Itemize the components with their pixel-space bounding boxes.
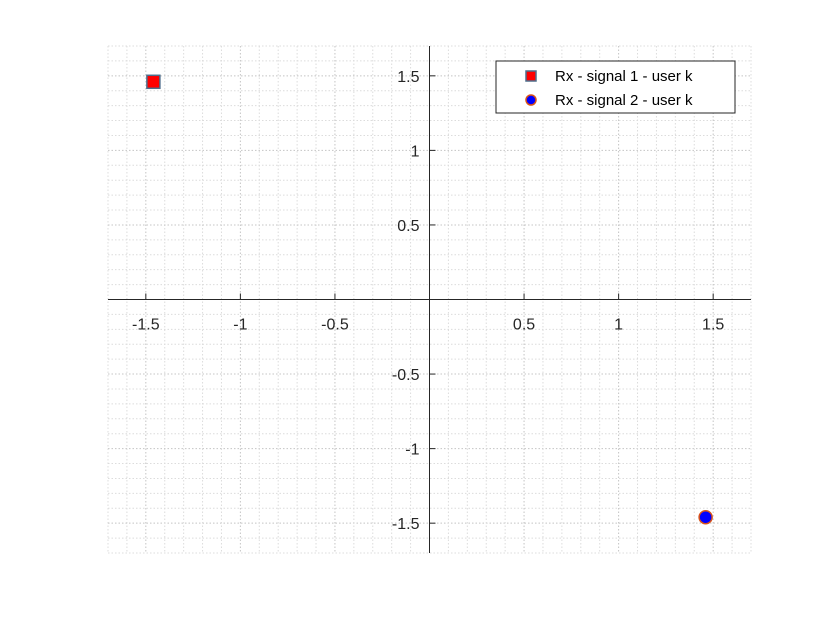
x-tick-label: -1 (233, 317, 247, 334)
x-tick-label: 1 (614, 317, 623, 334)
legend: Rx - signal 1 - user k Rx - signal 2 - us… (495, 60, 736, 114)
x-tick-label: 1.5 (702, 317, 724, 334)
legend-marker-series-2 (525, 94, 537, 106)
data-point-series-2 (698, 509, 713, 525)
legend-box (495, 60, 736, 114)
legend-label-series-1: Rx - signal 1 - user k (555, 68, 693, 85)
data-point-series-1 (146, 74, 161, 90)
y-tick-label: -0.5 (392, 367, 420, 384)
y-tick-label: 1 (411, 143, 420, 160)
tick-labels: -1.5 -1 -0.5 0.5 1 1.5 1.5 1 0.5 -0.5 -1 -1.5 (132, 69, 724, 533)
legend-marker-series-1 (525, 70, 537, 82)
y-tick-label: -1.5 (392, 516, 420, 533)
data-points (146, 74, 713, 525)
y-tick-label: -1 (405, 442, 419, 459)
x-tick-label: -0.5 (321, 317, 349, 334)
x-tick-label: 0.5 (513, 317, 535, 334)
axes (108, 46, 751, 553)
y-tick-label: 0.5 (397, 218, 419, 235)
x-tick-label: -1.5 (132, 317, 160, 334)
legend-label-series-2: Rx - signal 2 - user k (555, 92, 693, 109)
y-tick-label: 1.5 (397, 69, 419, 86)
